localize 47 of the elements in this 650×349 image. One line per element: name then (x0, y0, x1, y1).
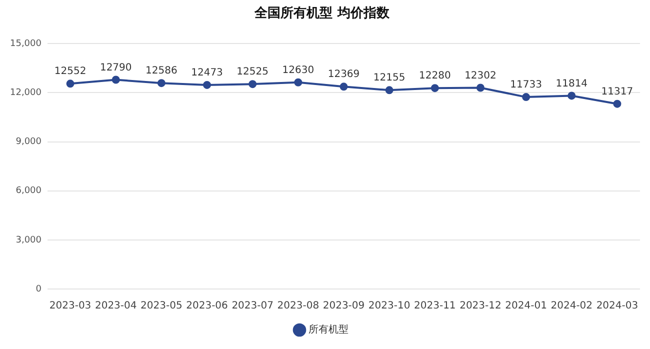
x-tick-label: 2023-08 (277, 300, 320, 312)
y-tick-label: 12,000 (10, 88, 42, 98)
y-tick-label: 15,000 (10, 38, 42, 49)
data-label: 11733 (510, 80, 542, 91)
point (203, 80, 212, 89)
data-label: 12586 (146, 66, 178, 77)
legend-label: 所有机型 (308, 324, 348, 336)
point (66, 80, 74, 88)
y-tick-label: 0 (36, 284, 42, 294)
data-label: 12630 (282, 64, 314, 76)
data-label: 12302 (464, 70, 496, 82)
point (613, 100, 622, 108)
point (112, 76, 120, 84)
data-label: 12473 (191, 68, 223, 79)
data-label: 12525 (236, 66, 268, 78)
y-tick-label: 3,000 (16, 235, 42, 246)
point (522, 93, 530, 102)
x-tick-label: 2023-03 (49, 300, 92, 312)
point (430, 84, 439, 92)
point (476, 84, 484, 92)
x-tick-label: 2023-06 (186, 300, 228, 312)
data-label: 11814 (556, 78, 588, 90)
x-tick-label: 2023-12 (460, 300, 502, 312)
y-tick-label: 6,000 (16, 186, 42, 196)
data-label: 12369 (328, 69, 360, 80)
data-label: 12155 (373, 72, 406, 84)
data-label: 12280 (418, 70, 451, 82)
x-tick-label: 2023-05 (140, 300, 182, 312)
x-tick-label: 2023-04 (94, 300, 137, 312)
point (157, 79, 166, 88)
x-tick-label: 2024-01 (505, 300, 547, 312)
point (340, 82, 348, 91)
x-tick-label: 2024-02 (550, 300, 593, 312)
data-label: 12552 (54, 66, 86, 78)
y-tick-label: 9,000 (16, 137, 42, 148)
x-tick-label: 2023-09 (322, 300, 365, 312)
point (568, 92, 576, 100)
point (248, 80, 257, 88)
data-label: 12790 (100, 62, 132, 74)
data-label: 11317 (601, 86, 634, 98)
x-tick-label: 2024-03 (596, 300, 638, 312)
point (294, 78, 302, 86)
chart-title: 全国所有机型 均价指数 (254, 5, 390, 22)
point (385, 86, 394, 94)
x-tick-label: 2023-11 (414, 300, 456, 312)
x-tick-label: 2023-10 (368, 300, 410, 312)
x-tick-label: 2023-07 (232, 300, 274, 312)
